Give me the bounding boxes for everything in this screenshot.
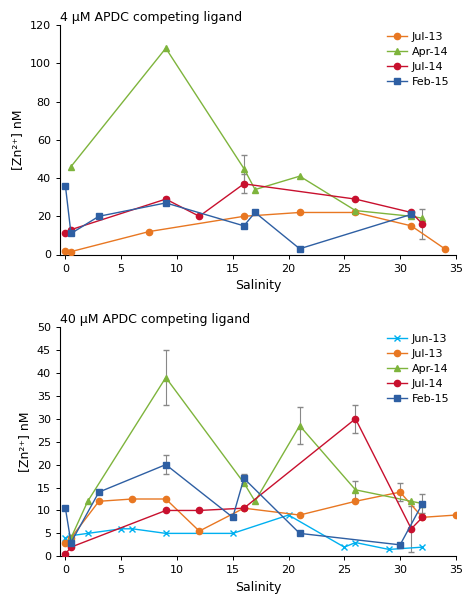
Feb-15 bbox=[297, 245, 302, 252]
Line: Feb-15: Feb-15 bbox=[62, 462, 426, 548]
Jul-14 bbox=[196, 507, 202, 514]
Apr-14 bbox=[297, 422, 302, 430]
Feb-15 bbox=[96, 213, 102, 220]
Jul-13 bbox=[163, 495, 169, 503]
Y-axis label: [Zn²⁺] nM: [Zn²⁺] nM bbox=[18, 411, 31, 472]
Jul-14 bbox=[68, 543, 74, 551]
Apr-14 bbox=[419, 500, 425, 507]
Jun-13 bbox=[68, 532, 74, 539]
Jun-13 bbox=[419, 543, 425, 551]
Apr-14 bbox=[163, 374, 169, 381]
Apr-14 bbox=[409, 498, 414, 505]
Jul-14 bbox=[409, 209, 414, 216]
Jun-13 bbox=[63, 534, 68, 541]
Feb-15 bbox=[163, 461, 169, 468]
Apr-14 bbox=[252, 186, 258, 193]
Jul-14 bbox=[163, 507, 169, 514]
Jul-13 bbox=[68, 248, 74, 255]
Line: Apr-14: Apr-14 bbox=[68, 45, 426, 221]
X-axis label: Salinity: Salinity bbox=[235, 581, 281, 594]
Jul-13 bbox=[409, 222, 414, 229]
Jul-13 bbox=[353, 209, 358, 216]
Jul-13 bbox=[63, 539, 68, 546]
Jun-13 bbox=[129, 525, 135, 532]
Jun-13 bbox=[85, 530, 91, 537]
Feb-15 bbox=[297, 530, 302, 537]
Jul-13 bbox=[453, 511, 459, 518]
Jul-13 bbox=[68, 534, 74, 541]
Jul-14 bbox=[353, 415, 358, 422]
Jul-14 bbox=[163, 195, 169, 203]
Jul-13 bbox=[146, 228, 152, 235]
Feb-15 bbox=[397, 541, 403, 549]
Jul-14 bbox=[409, 525, 414, 532]
Feb-15 bbox=[252, 209, 258, 216]
Feb-15 bbox=[96, 488, 102, 495]
Line: Jul-14: Jul-14 bbox=[62, 181, 426, 237]
Apr-14 bbox=[163, 45, 169, 52]
Jul-13 bbox=[241, 213, 247, 220]
Apr-14 bbox=[409, 213, 414, 220]
Jun-13 bbox=[163, 530, 169, 537]
Apr-14 bbox=[419, 215, 425, 222]
Feb-15 bbox=[68, 230, 74, 237]
Jun-13 bbox=[386, 546, 392, 553]
Jul-14 bbox=[353, 195, 358, 203]
Jul-14 bbox=[63, 230, 68, 237]
Apr-14 bbox=[297, 172, 302, 180]
Jul-14 bbox=[68, 226, 74, 234]
Line: Jun-13: Jun-13 bbox=[62, 512, 426, 553]
Legend: Jul-13, Apr-14, Jul-14, Feb-15: Jul-13, Apr-14, Jul-14, Feb-15 bbox=[384, 28, 453, 90]
Jun-13 bbox=[353, 539, 358, 546]
Jul-13 bbox=[241, 505, 247, 512]
Jul-13 bbox=[297, 511, 302, 518]
X-axis label: Salinity: Salinity bbox=[235, 279, 281, 292]
Feb-15 bbox=[230, 514, 236, 521]
Apr-14 bbox=[85, 498, 91, 505]
Feb-15 bbox=[419, 500, 425, 507]
Jul-13 bbox=[442, 245, 447, 252]
Jul-13 bbox=[96, 498, 102, 505]
Line: Jul-13: Jul-13 bbox=[62, 489, 459, 546]
Jul-14 bbox=[419, 514, 425, 521]
Jul-14 bbox=[241, 505, 247, 512]
Jul-14 bbox=[196, 213, 202, 220]
Feb-15 bbox=[63, 505, 68, 512]
Line: Jul-14: Jul-14 bbox=[62, 416, 426, 557]
Feb-15 bbox=[68, 539, 74, 546]
Apr-14 bbox=[241, 165, 247, 172]
Feb-15 bbox=[241, 222, 247, 229]
Feb-15 bbox=[409, 211, 414, 218]
Jul-14 bbox=[63, 551, 68, 558]
Jul-13 bbox=[419, 514, 425, 521]
Apr-14 bbox=[252, 498, 258, 505]
Jun-13 bbox=[341, 543, 347, 551]
Jul-13 bbox=[196, 528, 202, 535]
Jun-13 bbox=[230, 530, 236, 537]
Y-axis label: [Zn²⁺] nM: [Zn²⁺] nM bbox=[11, 110, 24, 170]
Jul-13 bbox=[63, 247, 68, 254]
Jun-13 bbox=[286, 511, 292, 518]
Apr-14 bbox=[68, 534, 74, 541]
Jul-13 bbox=[353, 498, 358, 505]
Legend: Jun-13, Jul-13, Apr-14, Jul-14, Feb-15: Jun-13, Jul-13, Apr-14, Jul-14, Feb-15 bbox=[384, 330, 453, 407]
Jul-13 bbox=[129, 495, 135, 503]
Jul-13 bbox=[297, 209, 302, 216]
Apr-14 bbox=[353, 486, 358, 494]
Feb-15 bbox=[241, 475, 247, 482]
Apr-14 bbox=[241, 479, 247, 486]
Jul-14 bbox=[241, 180, 247, 188]
Apr-14 bbox=[68, 163, 74, 170]
Line: Jul-13: Jul-13 bbox=[62, 209, 448, 255]
Feb-15 bbox=[163, 199, 169, 206]
Jun-13 bbox=[118, 525, 124, 532]
Line: Apr-14: Apr-14 bbox=[68, 374, 426, 541]
Feb-15 bbox=[63, 182, 68, 189]
Jul-14 bbox=[419, 220, 425, 227]
Text: 40 μM APDC competing ligand: 40 μM APDC competing ligand bbox=[60, 313, 250, 326]
Jul-13 bbox=[397, 488, 403, 495]
Line: Feb-15: Feb-15 bbox=[62, 183, 414, 252]
Text: 4 μM APDC competing ligand: 4 μM APDC competing ligand bbox=[60, 11, 242, 24]
Apr-14 bbox=[353, 207, 358, 214]
